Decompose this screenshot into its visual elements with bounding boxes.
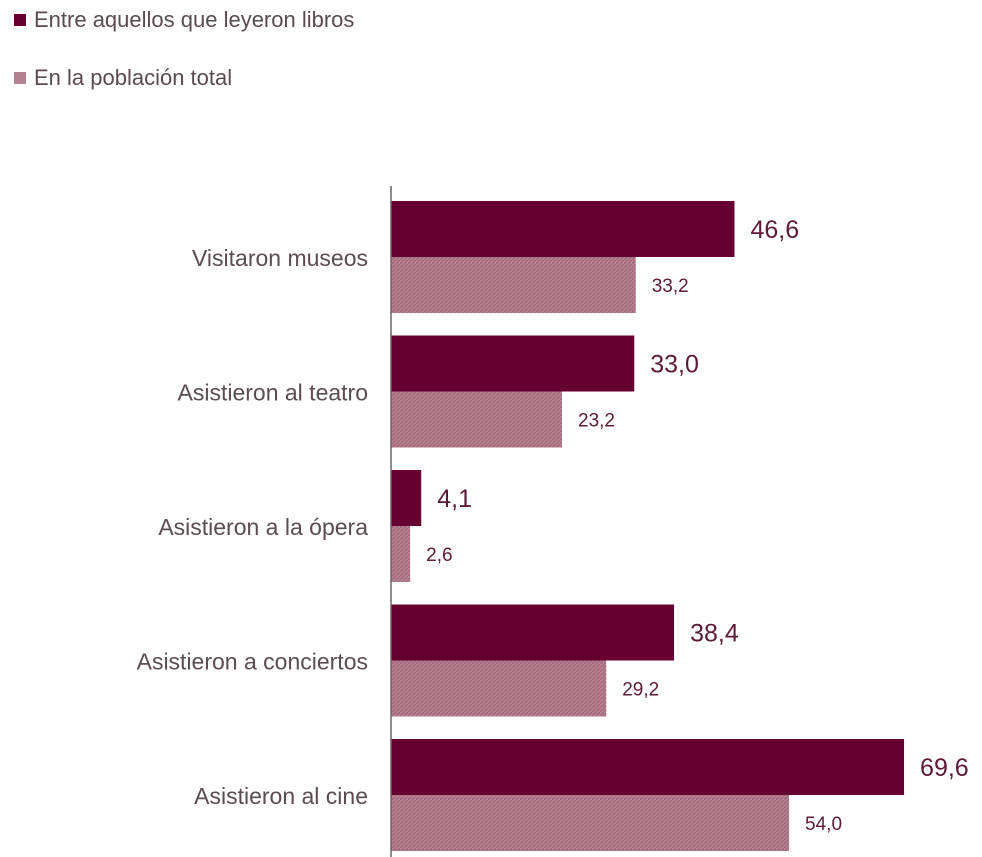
category-label: Asistieron a conciertos bbox=[137, 649, 368, 675]
data-label-series2: 23,2 bbox=[578, 411, 615, 432]
data-label-series1: 33,0 bbox=[650, 351, 699, 379]
bar-series2 bbox=[391, 660, 607, 717]
data-label-series2: 54,0 bbox=[805, 814, 842, 835]
data-label-series2: 2,6 bbox=[426, 545, 452, 566]
bar-series2 bbox=[391, 526, 411, 582]
legend-item-series1: Entre aquellos que leyeron libros bbox=[14, 6, 354, 34]
category-label: Asistieron al cine bbox=[194, 783, 368, 809]
legend-swatch-series1 bbox=[14, 14, 26, 26]
data-label-series1: 38,4 bbox=[690, 620, 739, 648]
category-label: Asistieron a la ópera bbox=[158, 514, 368, 540]
bar-series2 bbox=[391, 391, 563, 448]
category-label: Asistieron al teatro bbox=[178, 380, 368, 406]
data-label-series1: 69,6 bbox=[920, 754, 969, 782]
bar-series1 bbox=[391, 604, 675, 661]
legend-item-series2: En la población total bbox=[14, 64, 354, 92]
category-label: Visitaron museos bbox=[192, 245, 368, 271]
legend-swatch-series2 bbox=[14, 72, 26, 84]
bar-series1 bbox=[391, 739, 905, 795]
bar-series1 bbox=[391, 335, 635, 392]
legend-label-series2: En la población total bbox=[34, 65, 233, 90]
bar-series2 bbox=[391, 257, 636, 313]
bar-series2 bbox=[391, 795, 790, 851]
data-label-series1: 46,6 bbox=[751, 216, 800, 244]
data-label-series2: 29,2 bbox=[622, 680, 659, 701]
legend-label-series1: Entre aquellos que leyeron libros bbox=[34, 7, 355, 32]
bar-series1 bbox=[391, 470, 422, 526]
data-label-series1: 4,1 bbox=[437, 485, 472, 513]
legend: Entre aquellos que leyeron libros En la … bbox=[14, 6, 354, 122]
data-label-series2: 33,2 bbox=[652, 276, 689, 297]
bar-series1 bbox=[391, 201, 735, 257]
